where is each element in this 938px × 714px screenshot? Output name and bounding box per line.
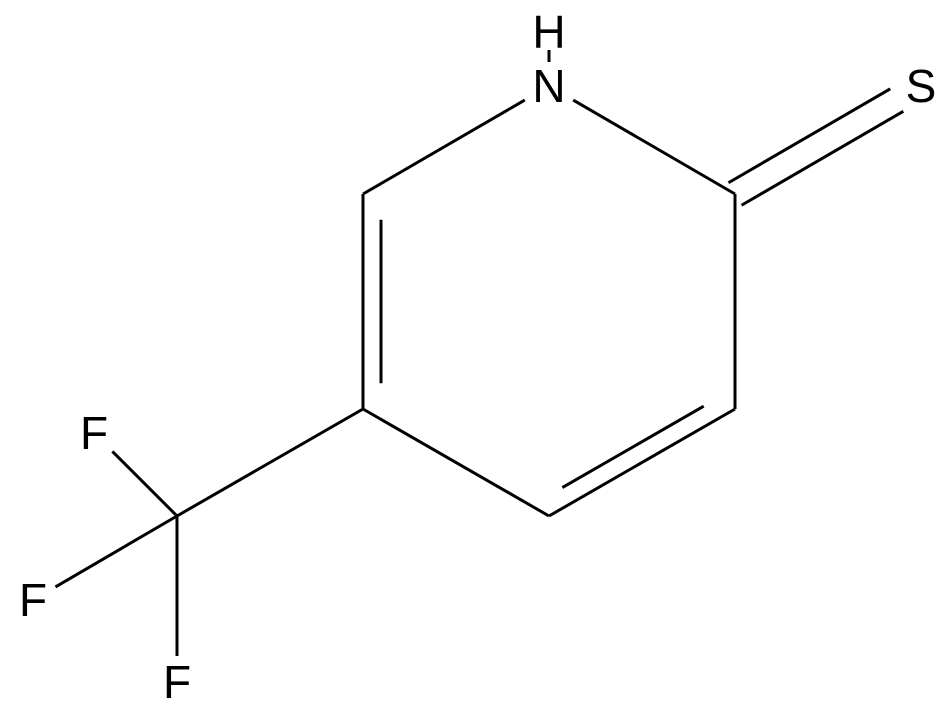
atoms-layer: NH S F F F xyxy=(19,6,936,708)
atom-F: F xyxy=(163,656,191,708)
bond-line xyxy=(55,516,177,587)
atom-S: S xyxy=(906,60,937,112)
bond-line xyxy=(728,89,890,183)
bond-line xyxy=(177,409,363,516)
bond-line xyxy=(363,100,525,194)
bond-line xyxy=(742,111,904,205)
bond-line xyxy=(112,451,177,516)
bond-line xyxy=(549,409,735,516)
bond-line xyxy=(573,100,735,194)
atom-F: F xyxy=(80,407,108,459)
bond-line xyxy=(363,409,549,516)
atom-N: N xyxy=(532,60,565,112)
atom-H: H xyxy=(532,6,565,58)
bonds-layer xyxy=(55,50,903,656)
atom-F: F xyxy=(19,574,47,626)
molecule-diagram: NH S F F F xyxy=(0,0,938,714)
bond-line xyxy=(562,406,703,487)
